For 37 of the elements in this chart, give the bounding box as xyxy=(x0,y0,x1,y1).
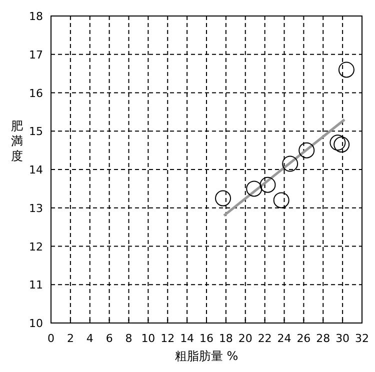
y-tick-label: 14 xyxy=(29,164,43,176)
x-tick-label: 16 xyxy=(200,332,214,345)
x-tick-label: 18 xyxy=(218,332,233,345)
y-tick-label: 17 xyxy=(29,48,43,62)
x-tick-label: 0 xyxy=(48,332,54,345)
point xyxy=(330,134,346,151)
y-tick-label: 13 xyxy=(29,202,43,215)
x-tick-label: 4 xyxy=(86,332,94,345)
y-tick-label: 10 xyxy=(29,317,43,330)
point xyxy=(338,62,354,78)
x-tick-label: 30 xyxy=(336,332,350,345)
x-tick-label: 22 xyxy=(258,332,272,345)
x-tick-label: 10 xyxy=(141,332,156,345)
x-tick-label: 24 xyxy=(277,332,292,345)
x-tick-label: 8 xyxy=(125,332,132,345)
x-axis-title: 粗脂肪量 % xyxy=(174,349,238,363)
point xyxy=(298,142,315,158)
point xyxy=(260,176,276,193)
x-tick-label: 20 xyxy=(238,332,252,345)
x-tick-label: 2 xyxy=(66,332,74,345)
x-tick-label: 26 xyxy=(296,332,311,345)
y-tick-label: 18 xyxy=(29,10,43,23)
x-tick-label: 14 xyxy=(180,332,194,345)
y-tick-label: 16 xyxy=(29,86,43,100)
x-tick-label: 6 xyxy=(106,332,113,345)
x-tick-label: 12 xyxy=(160,332,175,345)
point xyxy=(282,156,298,172)
y-tick-label: 12 xyxy=(29,240,43,254)
x-tick-label: 32 xyxy=(355,332,369,345)
point xyxy=(246,180,262,197)
point xyxy=(215,190,232,206)
point xyxy=(334,136,350,153)
y-tick-label: 11 xyxy=(29,278,43,292)
x-tick-label: 28 xyxy=(316,332,330,345)
y-axis-title: 肥満度 xyxy=(11,119,23,163)
y-tick-label: 15 xyxy=(29,125,43,138)
point xyxy=(273,192,290,208)
